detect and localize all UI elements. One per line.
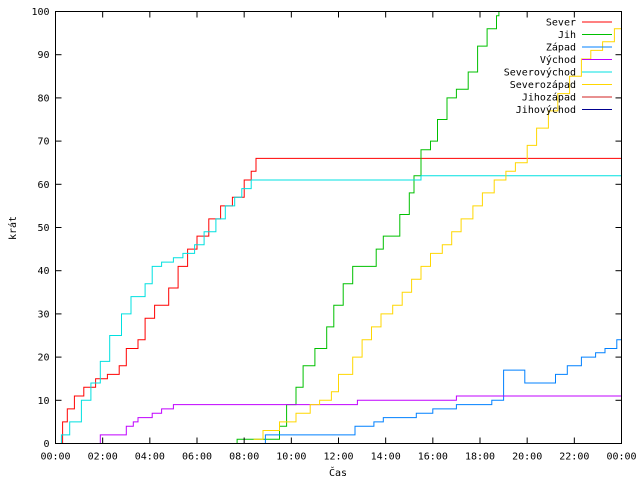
series-line-5 [253, 11, 622, 440]
legend-label-6: Jihozápad [522, 92, 576, 104]
x-tick-label-5: 10:00 [276, 452, 306, 463]
y-tick-label-0: 0 [43, 439, 49, 450]
x-tick-label-4: 08:00 [229, 452, 259, 463]
x-tick-label-8: 16:00 [418, 452, 448, 463]
y-tick-label-9: 90 [37, 50, 49, 61]
x-tick-label-2: 04:00 [135, 452, 165, 463]
legend-label-3: Východ [540, 54, 576, 66]
legend-label-2: Západ [546, 42, 576, 54]
series-line-0 [60, 157, 622, 444]
legend-label-7: Jihovýchod [516, 104, 576, 116]
x-tick-label-1: 02:00 [88, 452, 118, 463]
y-tick-label-7: 70 [37, 137, 49, 148]
x-tick-label-0: 00:00 [40, 452, 70, 463]
x-axis-label: Čas [329, 466, 347, 479]
x-tick-label-3: 06:00 [182, 452, 212, 463]
axis-ticks: 0 10 20 30 40 50 60 70 80 90 100 00:00 02:00 04:00 06:… [31, 7, 636, 463]
x-tick-label-9: 18:00 [465, 452, 495, 463]
x-tick-label-10: 20:00 [512, 452, 542, 463]
series-line-1 [234, 11, 500, 444]
legend: SeverJihZápadVýchodSeverovýchodSeverozáp… [504, 18, 612, 116]
x-tick-label-11: 22:00 [559, 452, 589, 463]
legend-label-4: Severovýchod [504, 67, 576, 79]
legend-label-0: Sever [546, 18, 576, 29]
y-tick-label-10: 100 [31, 7, 49, 18]
series-layer [57, 11, 622, 444]
series-line-3 [97, 395, 622, 444]
y-tick-label-6: 60 [37, 180, 49, 191]
series-line-4 [57, 175, 622, 444]
y-tick-label-4: 40 [37, 266, 49, 277]
legend-label-5: Severozápad [510, 79, 576, 91]
legend-label-1: Jih [558, 30, 576, 41]
x-tick-label-6: 12:00 [323, 452, 353, 463]
y-tick-label-3: 30 [37, 309, 49, 320]
x-tick-label-7: 14:00 [371, 452, 401, 463]
y-tick-label-2: 20 [37, 353, 49, 364]
x-tick-label-12: 00:00 [606, 452, 636, 463]
y-axis-label: krát [7, 216, 19, 240]
y-tick-label-5: 50 [37, 223, 49, 234]
y-tick-label-1: 10 [37, 396, 49, 407]
y-tick-label-8: 80 [37, 93, 49, 104]
series-line-2 [263, 339, 622, 444]
